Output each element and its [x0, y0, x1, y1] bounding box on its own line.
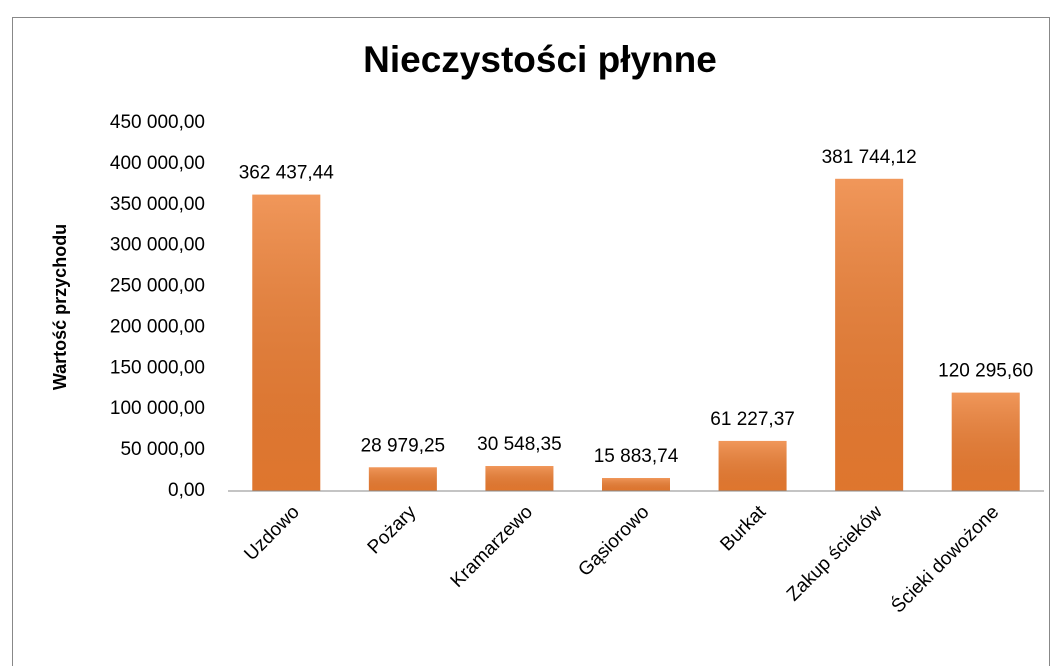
- y-tick-label: 400 000,00: [110, 153, 205, 174]
- data-label: 15 883,74: [594, 446, 679, 467]
- y-tick-label: 450 000,00: [110, 112, 205, 133]
- y-tick-label: 0,00: [168, 480, 205, 501]
- bar-shade: [951, 392, 1020, 491]
- bar-shade: [252, 194, 321, 491]
- data-label: 61 227,37: [710, 409, 795, 430]
- y-tick-label: 150 000,00: [110, 357, 205, 378]
- y-tick-label: 300 000,00: [110, 235, 205, 256]
- data-label: 28 979,25: [361, 435, 446, 456]
- y-axis-label: Wartość przychodu: [50, 224, 70, 390]
- y-tick-label: 250 000,00: [110, 276, 205, 297]
- bar-shade: [368, 467, 437, 491]
- bar-shade: [835, 178, 904, 491]
- data-label: 30 548,35: [477, 434, 562, 455]
- y-tick-label: 100 000,00: [110, 398, 205, 419]
- y-tick-label: 350 000,00: [110, 194, 205, 215]
- bar-shade: [485, 466, 554, 491]
- y-tick-label: 200 000,00: [110, 316, 205, 337]
- bar-shade: [602, 478, 670, 491]
- bar-shade: [718, 440, 787, 491]
- chart-title: Nieczystości płynne: [363, 39, 717, 80]
- y-tick-label: 50 000,00: [120, 439, 205, 460]
- data-label: 381 744,12: [822, 147, 917, 168]
- data-label: 362 437,44: [239, 163, 335, 184]
- data-label: 120 295,60: [938, 361, 1033, 382]
